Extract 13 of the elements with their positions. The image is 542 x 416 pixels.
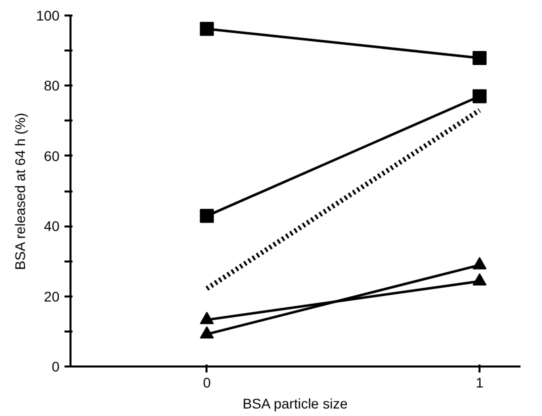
- x-axis-title: BSA particle size: [242, 396, 348, 412]
- y-axis-title: BSA released at 64 h (%): [12, 112, 28, 270]
- y-tick-label: 40: [44, 218, 60, 234]
- y-tick-label: 20: [44, 288, 60, 304]
- y-tick-label: 80: [44, 78, 60, 94]
- y-tick-label: 60: [44, 148, 60, 164]
- y-tick-label: 0: [52, 358, 60, 374]
- point: [200, 208, 214, 223]
- point: [200, 22, 214, 36]
- point: [472, 89, 487, 104]
- point: [472, 50, 487, 65]
- y-tick-label: 100: [36, 8, 60, 24]
- x-tick-label: 1: [476, 374, 484, 390]
